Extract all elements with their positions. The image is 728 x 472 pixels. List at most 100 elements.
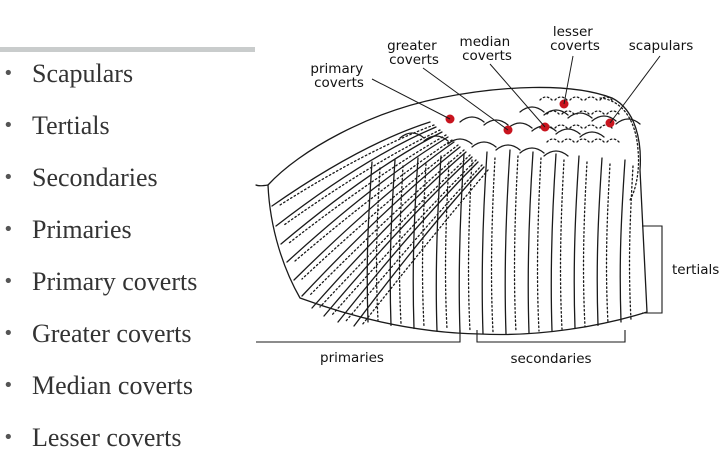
scapulars-outline	[599, 97, 640, 201]
primary-feather-shaft	[288, 134, 447, 244]
label-primary-coverts-line1: primary	[310, 61, 363, 77]
lesser-covert-feather	[539, 96, 553, 101]
lesser-covert-feather	[554, 96, 568, 101]
bullet-icon: •	[3, 375, 14, 396]
secondary-feather	[596, 157, 603, 327]
list-item: • Median coverts	[0, 368, 197, 420]
covert-feather	[483, 119, 509, 126]
list-item-label: Primaries	[32, 215, 132, 244]
lesser-covert-feather	[584, 124, 598, 129]
label-greater-coverts: greater coverts	[387, 38, 441, 68]
leader-lesser-coverts	[563, 55, 574, 105]
label-primaries: primaries	[320, 350, 384, 366]
primary-feather	[271, 121, 431, 207]
leader-greater-coverts	[422, 67, 509, 131]
list-item-label: Greater coverts	[32, 319, 192, 348]
covert-feather	[555, 128, 581, 135]
secondary-feather-shaft	[490, 157, 496, 333]
covert-feather	[543, 109, 569, 116]
covert-feather	[423, 135, 449, 142]
secondary-feather	[389, 159, 396, 327]
secondary-feather	[366, 161, 373, 323]
list-item: • Primary coverts	[0, 264, 197, 316]
list-item: • Secondaries	[0, 160, 197, 212]
covert-feather	[399, 132, 425, 139]
bullet-icon: •	[3, 115, 14, 136]
covert-feather	[459, 116, 485, 123]
secondary-feather-shaft	[444, 161, 450, 330]
secondary-feather-shaft	[513, 155, 519, 333]
label-lesser-coverts-line2: coverts	[550, 38, 600, 54]
list-item-label: Median coverts	[32, 371, 194, 400]
secondary-feather	[481, 151, 488, 335]
list-item: • Lesser coverts	[0, 420, 197, 472]
primary-feather	[353, 166, 485, 327]
primary-feather-shaft	[283, 129, 441, 226]
bullet-icon: •	[3, 219, 14, 240]
primary-feather	[301, 146, 461, 297]
bullet-icon: •	[3, 271, 14, 292]
secondary-feather	[412, 157, 419, 330]
covert-feather	[567, 112, 593, 119]
covert-feather	[615, 118, 641, 125]
wing-illustration	[255, 86, 648, 336]
lesser-covert-feather	[599, 96, 613, 101]
list-item: • Tertials	[0, 108, 197, 160]
lesser-covert-feather	[554, 124, 568, 129]
wing-diagram: primary coverts greater coverts median c…	[255, 24, 719, 367]
covert-feather	[495, 144, 521, 151]
label-primary-coverts-line2: coverts	[314, 75, 364, 91]
label-scapulars: scapulars	[629, 38, 693, 54]
lesser-covert-feather	[606, 138, 620, 143]
secondary-feather-shaft	[559, 159, 565, 330]
label-lesser-coverts: lesser coverts	[550, 24, 600, 54]
primary-feather-shaft	[279, 124, 435, 206]
covert-feather	[543, 150, 569, 157]
covert-feather	[471, 141, 497, 148]
label-median-coverts: median coverts	[460, 34, 515, 64]
primary-feather	[293, 141, 455, 281]
label-greater-coverts-line1: greater	[387, 38, 437, 54]
secondary-feather	[619, 159, 626, 323]
lesser-covert-feather	[561, 110, 575, 115]
label-median-coverts-line1: median	[460, 34, 511, 50]
lesser-covert-feather	[569, 96, 583, 101]
leader-median-coverts	[489, 63, 546, 128]
lesser-covert-feather	[561, 138, 575, 143]
covert-feather	[519, 147, 545, 154]
covert-feather	[507, 122, 533, 129]
label-median-coverts-line2: coverts	[462, 48, 512, 64]
secondary-feather	[435, 155, 442, 332]
secondary-feather-shaft	[536, 157, 542, 332]
secondary-feather-shaft	[375, 167, 381, 321]
label-lesser-coverts-line1: lesser	[553, 24, 593, 40]
list-item: • Greater coverts	[0, 316, 197, 368]
bracket-lines	[256, 225, 663, 343]
header-rule	[0, 47, 255, 52]
list-item: • Scapulars	[0, 56, 197, 108]
secondary-feather	[550, 153, 557, 332]
primary-feather-shaft	[331, 159, 477, 316]
primary-feather-shaft	[301, 144, 459, 280]
primaries-bracket	[256, 330, 461, 343]
secondary-feather	[504, 149, 511, 335]
leader-scapulars	[609, 55, 661, 124]
secondary-feather-shaft	[628, 165, 634, 321]
diagram-labels: primary coverts greater coverts median c…	[310, 24, 719, 367]
primary-feather	[311, 151, 467, 309]
list-item-label: Lesser coverts	[32, 423, 182, 452]
primary-feather	[337, 161, 479, 323]
primary-feather-tip	[255, 184, 269, 187]
secondary-feather-shaft	[398, 165, 404, 325]
list-item-label: Secondaries	[32, 163, 158, 192]
lesser-covert-feather	[591, 110, 605, 115]
lesser-covert-feather	[569, 124, 583, 129]
bullet-icon: •	[3, 427, 14, 448]
lesser-covert-feather	[546, 110, 560, 115]
covert-feather	[519, 106, 545, 113]
secondary-feather-shaft	[421, 163, 427, 328]
covert-feather	[447, 138, 473, 145]
list-item-label: Tertials	[32, 111, 110, 140]
lesser-covert-feather	[591, 138, 605, 143]
secondary-feather	[527, 151, 534, 334]
